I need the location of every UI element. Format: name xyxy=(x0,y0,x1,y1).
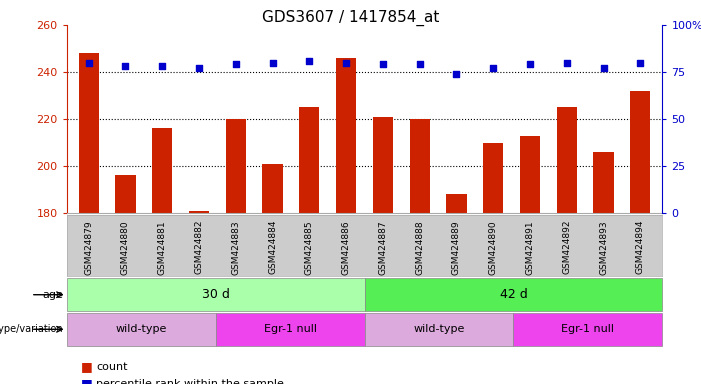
Point xyxy=(267,60,278,66)
Bar xyxy=(79,53,99,213)
Bar xyxy=(409,119,430,213)
Point xyxy=(193,65,205,71)
Text: GSM424894: GSM424894 xyxy=(636,220,645,275)
Text: GSM424885: GSM424885 xyxy=(305,220,314,275)
Text: GSM424888: GSM424888 xyxy=(415,220,424,275)
Text: GSM424879: GSM424879 xyxy=(84,220,93,275)
Bar xyxy=(116,175,135,213)
Text: GSM424889: GSM424889 xyxy=(452,220,461,275)
Point xyxy=(341,60,352,66)
Text: GDS3607 / 1417854_at: GDS3607 / 1417854_at xyxy=(261,10,440,26)
Bar xyxy=(67,313,216,346)
Point xyxy=(304,58,315,64)
Text: count: count xyxy=(96,362,128,372)
Text: Egr-1 null: Egr-1 null xyxy=(264,324,317,334)
Point xyxy=(635,60,646,66)
Text: GSM424880: GSM424880 xyxy=(121,220,130,275)
Text: wild-type: wild-type xyxy=(414,324,465,334)
Point xyxy=(414,61,426,68)
Point xyxy=(230,61,241,68)
Bar xyxy=(262,164,283,213)
Bar xyxy=(513,313,662,346)
Text: 42 d: 42 d xyxy=(500,288,527,301)
Text: Egr-1 null: Egr-1 null xyxy=(562,324,615,334)
Point xyxy=(120,63,131,70)
Text: 30 d: 30 d xyxy=(202,288,229,301)
Text: ■: ■ xyxy=(81,377,96,384)
Bar xyxy=(226,119,246,213)
Text: GSM424890: GSM424890 xyxy=(489,220,498,275)
Text: GSM424881: GSM424881 xyxy=(158,220,167,275)
Bar xyxy=(336,58,356,213)
Bar xyxy=(594,152,613,213)
Text: ■: ■ xyxy=(81,360,96,373)
Point xyxy=(156,63,168,70)
Bar xyxy=(299,107,320,213)
Text: GSM424887: GSM424887 xyxy=(379,220,388,275)
Bar xyxy=(447,194,467,213)
Point xyxy=(83,60,94,66)
Bar xyxy=(216,313,365,346)
Text: GSM424882: GSM424882 xyxy=(194,220,203,275)
Text: GSM424892: GSM424892 xyxy=(562,220,571,275)
Bar xyxy=(483,142,503,213)
Point xyxy=(451,71,462,77)
Text: GSM424893: GSM424893 xyxy=(599,220,608,275)
Text: age: age xyxy=(42,290,63,300)
Point xyxy=(598,65,609,71)
Bar xyxy=(373,117,393,213)
Bar xyxy=(365,313,513,346)
Text: GSM424883: GSM424883 xyxy=(231,220,240,275)
Point xyxy=(562,60,573,66)
Bar xyxy=(520,136,540,213)
Text: genotype/variation: genotype/variation xyxy=(0,324,63,334)
Point xyxy=(524,61,536,68)
Point xyxy=(377,61,388,68)
Text: wild-type: wild-type xyxy=(116,324,167,334)
Bar xyxy=(630,91,651,213)
Bar xyxy=(67,278,365,311)
Text: GSM424884: GSM424884 xyxy=(268,220,277,275)
Bar xyxy=(557,107,577,213)
Bar xyxy=(189,211,209,213)
Text: GSM424886: GSM424886 xyxy=(341,220,350,275)
Bar xyxy=(152,128,172,213)
Text: GSM424891: GSM424891 xyxy=(526,220,535,275)
Bar xyxy=(365,278,662,311)
Point xyxy=(488,65,499,71)
Text: percentile rank within the sample: percentile rank within the sample xyxy=(96,379,284,384)
